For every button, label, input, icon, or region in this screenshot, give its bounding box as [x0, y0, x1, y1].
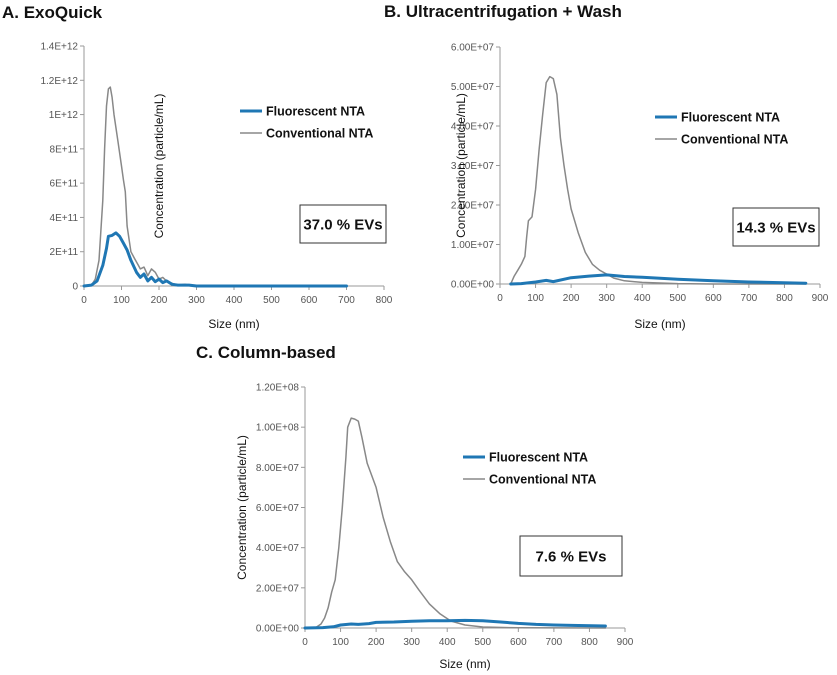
x-tick-label: 600	[510, 637, 527, 648]
series-line-conventional-nta	[509, 75, 807, 285]
x-tick-label: 900	[617, 637, 634, 648]
x-tick-label: 0	[497, 293, 503, 304]
chart-panel-1: A. ExoQuick 0 100 200 300 400 500 600 700 800 0 2E+…	[2, 3, 393, 331]
chart-panel-2: B. Ultracentrifugation + Wash 0 100 200 300 4…	[384, 2, 829, 331]
x-tick-label: 200	[151, 295, 168, 306]
y-axis-label: Concentration (particle/mL)	[152, 94, 166, 239]
x-tick-label: 400	[226, 295, 243, 306]
y-axis-label: Concentration (particle/mL)	[235, 435, 249, 580]
legend-label: Conventional NTA	[266, 127, 373, 141]
x-tick-label: 700	[338, 295, 355, 306]
annotation-box	[519, 535, 623, 577]
x-tick-label: 800	[376, 295, 393, 306]
y-tick-label: 8E+11	[50, 144, 79, 155]
chart-title: A. ExoQuick	[2, 3, 103, 22]
y-tick-label: 1.00E+07	[451, 240, 495, 251]
chart-panel-3: C. Column-based 0 100 200 300 400 500 600 700 800…	[196, 343, 634, 671]
x-tick-label: 300	[188, 295, 205, 306]
legend-label: Fluorescent NTA	[266, 105, 365, 119]
legend-label: Fluorescent NTA	[681, 111, 780, 125]
annotation-text: 7.6 % EVs	[536, 549, 607, 566]
series-line-fluorescent-nta	[303, 618, 607, 630]
x-tick-label: 700	[741, 293, 758, 304]
x-axis-label: Size (nm)	[439, 657, 490, 671]
y-tick-label: 1.20E+08	[256, 383, 300, 394]
annotation-box	[299, 204, 387, 244]
x-tick-label: 600	[301, 295, 318, 306]
x-tick-label: 500	[263, 295, 280, 306]
y-tick-label: 6E+11	[50, 179, 79, 190]
legend-label: Fluorescent NTA	[489, 451, 588, 465]
x-tick-label: 300	[598, 293, 615, 304]
y-tick-label: 1E+12	[49, 110, 79, 121]
y-tick-label: 2E+11	[50, 247, 79, 258]
annotation-text: 37.0 % EVs	[303, 217, 382, 234]
y-tick-label: 1.00E+08	[256, 423, 300, 434]
x-tick-label: 800	[776, 293, 793, 304]
y-tick-label: 3.00E+07	[451, 161, 495, 172]
chart-title: B. Ultracentrifugation + Wash	[384, 2, 622, 21]
x-tick-label: 600	[705, 293, 722, 304]
x-tick-label: 400	[634, 293, 651, 304]
y-tick-label: 1.2E+12	[40, 76, 78, 87]
series-line-conventional-nta	[304, 417, 607, 629]
y-tick-label: 1.4E+12	[40, 42, 78, 53]
y-tick-label: 6.00E+07	[256, 503, 300, 514]
x-tick-label: 300	[403, 637, 420, 648]
x-tick-label: 800	[581, 637, 598, 648]
y-tick-label: 4.00E+07	[451, 122, 495, 133]
x-tick-label: 200	[563, 293, 580, 304]
x-tick-label: 700	[546, 637, 563, 648]
chart-title: C. Column-based	[196, 343, 336, 362]
x-tick-label: 200	[368, 637, 385, 648]
y-axis-label: Concentration (particle/mL)	[454, 93, 468, 238]
annotation-box	[732, 207, 820, 247]
x-tick-label: 400	[439, 637, 456, 648]
x-tick-label: 900	[812, 293, 829, 304]
x-axis-label: Size (nm)	[634, 317, 685, 331]
y-tick-label: 0.00E+00	[256, 624, 300, 635]
series-line-fluorescent-nta	[82, 231, 348, 288]
x-tick-label: 100	[332, 637, 349, 648]
y-tick-label: 8.00E+07	[256, 463, 300, 474]
x-tick-label: 0	[302, 637, 308, 648]
x-axis-label: Size (nm)	[208, 317, 259, 331]
x-tick-label: 500	[669, 293, 686, 304]
y-tick-label: 4.00E+07	[256, 543, 300, 554]
y-tick-label: 0.00E+00	[451, 280, 495, 291]
y-tick-label: 6.00E+07	[451, 43, 495, 54]
y-tick-label: 5.00E+07	[451, 82, 495, 93]
x-tick-label: 500	[474, 637, 491, 648]
y-tick-label: 4E+11	[50, 213, 79, 224]
legend-label: Conventional NTA	[489, 473, 596, 487]
y-tick-label: 2.00E+07	[451, 201, 495, 212]
x-tick-label: 100	[527, 293, 544, 304]
legend-label: Conventional NTA	[681, 133, 788, 147]
x-tick-label: 100	[113, 295, 130, 306]
series-line-fluorescent-nta	[509, 273, 808, 286]
y-tick-label: 0	[72, 282, 78, 293]
annotation-text: 14.3 % EVs	[736, 220, 815, 237]
y-tick-label: 2.00E+07	[256, 583, 300, 594]
x-tick-label: 0	[81, 295, 87, 306]
